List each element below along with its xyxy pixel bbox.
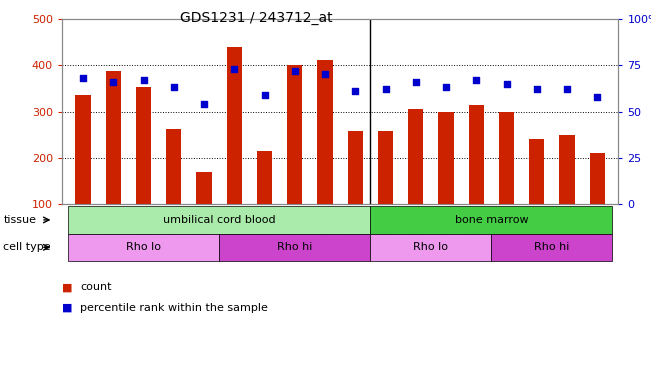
Bar — [76, 95, 90, 204]
Bar — [559, 135, 575, 204]
Point — [138, 77, 148, 83]
Point — [501, 81, 512, 87]
Text: count: count — [80, 282, 111, 292]
Point — [78, 75, 89, 81]
Text: GDS1231 / 243712_at: GDS1231 / 243712_at — [180, 11, 333, 25]
Bar — [499, 112, 514, 204]
Bar — [197, 172, 212, 204]
Point — [441, 84, 451, 90]
Point — [169, 84, 179, 90]
Point — [562, 86, 572, 92]
Bar — [136, 87, 151, 204]
Point — [411, 79, 421, 85]
Point — [108, 79, 118, 85]
Text: bone marrow: bone marrow — [454, 215, 528, 225]
Point — [471, 77, 482, 83]
Text: ■: ■ — [62, 303, 72, 313]
Point — [259, 92, 270, 98]
Text: Rho lo: Rho lo — [413, 242, 449, 252]
Text: umbilical cord blood: umbilical cord blood — [163, 215, 275, 225]
Text: Rho lo: Rho lo — [126, 242, 161, 252]
Bar — [318, 60, 333, 204]
Point — [199, 101, 209, 107]
Text: cell type: cell type — [3, 242, 51, 252]
Bar — [408, 109, 423, 204]
Bar — [439, 112, 454, 204]
Bar — [469, 105, 484, 204]
Bar — [257, 151, 272, 204]
Bar — [529, 140, 544, 204]
Text: Rho hi: Rho hi — [534, 242, 570, 252]
Point — [592, 94, 602, 100]
Point — [320, 71, 330, 78]
Point — [532, 86, 542, 92]
Bar — [590, 153, 605, 204]
Point — [350, 88, 361, 94]
Bar — [227, 46, 242, 204]
Bar — [378, 131, 393, 204]
Point — [229, 66, 240, 72]
Text: percentile rank within the sample: percentile rank within the sample — [80, 303, 268, 313]
Bar — [166, 129, 182, 204]
Text: Rho hi: Rho hi — [277, 242, 312, 252]
Text: ■: ■ — [62, 282, 72, 292]
Bar — [348, 131, 363, 204]
Text: tissue: tissue — [3, 215, 36, 225]
Bar — [105, 71, 121, 204]
Point — [380, 86, 391, 92]
Point — [290, 68, 300, 74]
Bar — [287, 65, 302, 204]
